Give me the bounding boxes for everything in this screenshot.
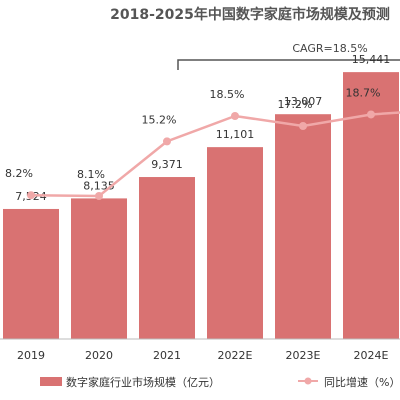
growth-point-2023E — [299, 122, 307, 130]
cagr-annotation: CAGR=18.5% — [292, 42, 367, 55]
x-tick-2021: 2021 — [153, 349, 181, 362]
bar-value-label-2024E: 15,441 — [352, 53, 391, 66]
bar-2023E — [275, 114, 331, 340]
x-tick-2022E: 2022E — [218, 349, 253, 362]
legend-bar-label: 数字家庭行业市场规模（亿元） — [66, 375, 220, 389]
bar-value-label-2023E: 13,007 — [284, 95, 323, 108]
bar-2020 — [71, 198, 127, 339]
cagr-bracket-line — [177, 59, 400, 70]
line-series: 8.2% 8.1% 15.2% 18.5% 17.2% 18.7% — [5, 86, 400, 200]
x-tick-2019: 2019 — [17, 349, 45, 362]
x-tick-2024E: 2024E — [354, 349, 389, 362]
growth-point-2021 — [163, 137, 171, 146]
growth-label-2024E: 18.7% — [346, 86, 381, 99]
growth-point-2022E — [231, 112, 239, 120]
growth-label-2020: 8.1% — [77, 168, 105, 181]
legend-line-label: 同比增速（%） — [324, 375, 400, 389]
x-tick-2020: 2020 — [85, 349, 113, 362]
growth-label-2023E: 17.2% — [278, 98, 313, 111]
bar-2019 — [3, 208, 59, 339]
growth-point-2020 — [95, 192, 103, 200]
cagr-bracket — [177, 59, 400, 70]
legend: 数字家庭行业市场规模（亿元） 同比增速（%） — [40, 375, 400, 389]
growth-point-2019 — [27, 191, 35, 200]
growth-label-2022E: 18.5% — [210, 88, 245, 101]
bar-value-label-2021: 9,371 — [151, 158, 183, 171]
chart-title: 2018-2025年中国数字家庭市场规模及预测 — [110, 6, 390, 23]
x-axis-ticks: 2019 2020 2021 2022E 2023E 2024E — [17, 349, 389, 362]
bar-value-label-2022E: 11,101 — [216, 128, 255, 141]
legend-line-marker — [304, 377, 312, 385]
legend-bar-swatch — [40, 377, 62, 386]
growth-label-2021: 15.2% — [142, 113, 177, 126]
growth-label-2019: 8.2% — [5, 167, 33, 180]
bar-2021 — [139, 177, 195, 339]
growth-point-2024E — [367, 110, 375, 119]
bar-2022E — [207, 147, 263, 339]
x-tick-2023E: 2023E — [286, 349, 321, 362]
